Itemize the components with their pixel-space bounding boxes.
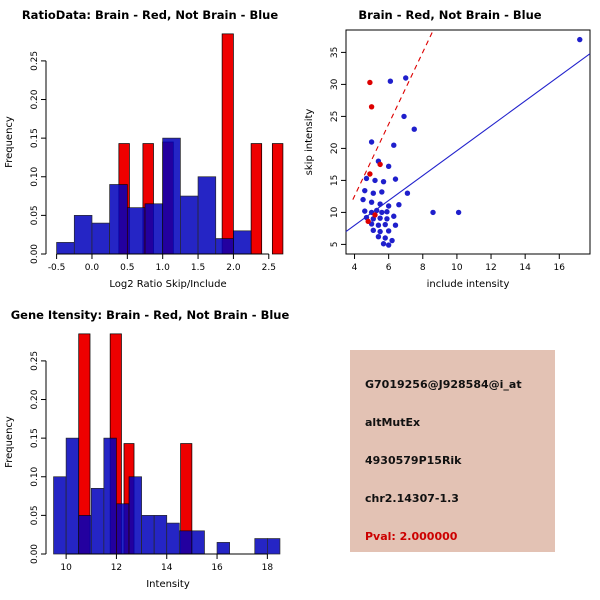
svg-text:0.25: 0.25 (30, 351, 40, 371)
svg-text:0.05: 0.05 (30, 205, 40, 225)
svg-text:0.05: 0.05 (30, 505, 40, 525)
svg-text:0.0: 0.0 (85, 263, 100, 273)
svg-text:14: 14 (519, 263, 531, 273)
svg-text:15: 15 (330, 175, 340, 186)
panel-gene-histogram: 10 12 14 16 18 0.00 0.05 0.10 0.15 0.20 0.25 Intens… (0, 300, 300, 600)
svg-text:skip intensity: skip intensity (304, 109, 315, 176)
svg-text:12: 12 (485, 263, 496, 273)
svg-text:16: 16 (211, 563, 223, 573)
svg-text:-0.5: -0.5 (48, 263, 66, 273)
gene-histogram-plot: 10 12 14 16 18 0.00 0.05 0.10 0.15 0.20 0.25 Intens… (4, 333, 281, 590)
svg-text:5: 5 (330, 242, 340, 248)
svg-text:Log2 Ratio Skip/Include: Log2 Ratio Skip/Include (109, 279, 226, 290)
svg-text:2.5: 2.5 (262, 263, 276, 273)
gene-info-box: G7019256@J928584@i_at altMutEx 4930579P1… (350, 350, 555, 552)
svg-text:0.15: 0.15 (30, 428, 40, 448)
svg-text:0.00: 0.00 (30, 544, 40, 564)
event-type-text: altMutEx (365, 416, 421, 429)
ratio-histogram-plot: -0.5 0.0 0.5 1.0 1.5 2.0 2.5 0.00 0.05 0.10 0.15 0.… (4, 33, 284, 290)
ratio-histogram-title: RatioData: Brain - Red, Not Brain - Blue (21, 8, 279, 22)
gene-name-text: 4930579P15Rik (365, 454, 462, 467)
svg-text:10: 10 (60, 563, 72, 573)
svg-text:1.0: 1.0 (156, 263, 171, 273)
svg-text:35: 35 (330, 47, 340, 58)
intensity-scatter-title: Brain - Red, Not Brain - Blue (358, 8, 542, 22)
svg-text:18: 18 (262, 563, 274, 573)
svg-text:30: 30 (330, 78, 340, 90)
panel-ratio-histogram: -0.5 0.0 0.5 1.0 1.5 2.0 2.5 0.00 0.05 0.10 0.15 0.… (0, 0, 300, 300)
svg-text:Frequency: Frequency (4, 416, 15, 468)
pval-text: Pval: 2.000000 (365, 530, 458, 543)
svg-text:8: 8 (420, 263, 426, 273)
locus-text: chr2.14307-1.3 (365, 492, 459, 505)
svg-text:20: 20 (330, 142, 340, 154)
svg-text:6: 6 (386, 263, 392, 273)
svg-text:Intensity: Intensity (146, 579, 190, 590)
panel-gene-info: G7019256@J928584@i_at altMutEx 4930579P1… (300, 300, 600, 600)
svg-text:0.15: 0.15 (30, 128, 40, 148)
svg-text:0.5: 0.5 (120, 263, 134, 273)
svg-text:14: 14 (161, 563, 173, 573)
svg-text:include intensity: include intensity (427, 279, 510, 290)
intensity-scatter-plot: 4 6 8 10 12 14 16 5 10 15 20 25 30 35 include intensit… (304, 29, 591, 290)
svg-text:16: 16 (554, 263, 566, 273)
svg-text:0.25: 0.25 (30, 51, 40, 71)
svg-text:10: 10 (330, 206, 340, 218)
svg-text:1.5: 1.5 (191, 263, 205, 273)
svg-text:0.10: 0.10 (30, 166, 40, 186)
svg-text:2.0: 2.0 (226, 263, 241, 273)
svg-text:25: 25 (330, 111, 340, 122)
gene-histogram-title: Gene Itensity: Brain - Red, Not Brain - … (10, 308, 290, 322)
svg-text:12: 12 (111, 563, 122, 573)
svg-text:4: 4 (352, 263, 358, 273)
svg-text:0.20: 0.20 (30, 89, 40, 109)
probe-id-text: G7019256@J928584@i_at (365, 378, 522, 391)
svg-text:Frequency: Frequency (4, 116, 15, 168)
svg-text:0.20: 0.20 (30, 389, 40, 409)
svg-text:10: 10 (451, 263, 463, 273)
panel-intensity-scatter: 4 6 8 10 12 14 16 5 10 15 20 25 30 35 include intensit… (300, 0, 600, 300)
svg-text:0.10: 0.10 (30, 466, 40, 486)
svg-text:0.00: 0.00 (30, 244, 40, 264)
